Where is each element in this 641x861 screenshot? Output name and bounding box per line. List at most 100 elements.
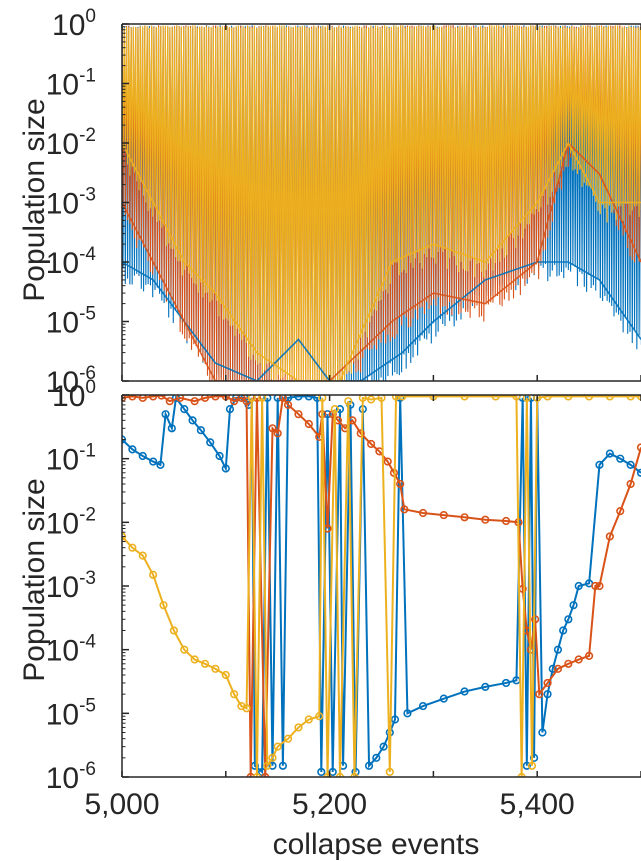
- bottom-point-orange-30: [356, 429, 365, 438]
- bottom-point-blue-62: [574, 581, 583, 591]
- bottom-point-yellow-5: [169, 626, 178, 635]
- bottom-point-blue-3: [149, 457, 158, 466]
- bottom-xtick-label-5400: 5,400: [500, 788, 575, 821]
- bottom-point-yellow-25: [323, 772, 332, 777]
- bottom-point-yellow-2: [138, 551, 147, 560]
- bottom-point-blue-68: [636, 468, 641, 477]
- bottom-point-yellow-45: [564, 395, 573, 401]
- bottom-point-orange-38: [439, 510, 448, 520]
- bottom-point-blue-43: [403, 709, 412, 718]
- top-ytick-label--2: 10-2: [46, 125, 96, 161]
- bottom-point-orange-36: [400, 505, 409, 514]
- bottom-point-blue-30: [323, 410, 332, 419]
- bottom-point-orange-57: [626, 479, 635, 489]
- bottom-point-yellow-48: [626, 395, 635, 401]
- bottom-point-yellow-17: [263, 761, 272, 770]
- bottom-point-blue-53: [529, 753, 539, 762]
- bottom-point-orange-18: [273, 429, 282, 438]
- bottom-point-yellow-44: [543, 395, 552, 401]
- bottom-point-blue-61: [569, 601, 578, 610]
- bottom-point-yellow-15: [252, 772, 262, 777]
- bottom-point-blue-47: [481, 682, 490, 692]
- bottom-point-yellow-3: [149, 570, 158, 579]
- bottom-point-blue-9: [188, 416, 197, 425]
- bottom-point-blue-12: [215, 451, 224, 461]
- bottom-point-yellow-18: [268, 753, 277, 762]
- bottom-point-orange-14: [246, 772, 255, 777]
- bottom-point-orange-48: [543, 678, 552, 688]
- bottom-point-yellow-26: [330, 405, 339, 414]
- bottom-point-blue-51: [522, 761, 531, 770]
- top-ytick-label--4: 10-4: [46, 244, 97, 280]
- bottom-point-yellow-43: [533, 395, 542, 403]
- top-ytick-label--6: 10-6: [46, 363, 96, 399]
- bottom-point-orange-20: [283, 400, 293, 409]
- bottom-point-orange-53: [591, 581, 600, 591]
- bottom-point-blue-2: [138, 451, 147, 461]
- bottom-point-blue-28: [313, 395, 322, 403]
- bottom-point-yellow-29: [350, 772, 359, 777]
- top-ytick-label--1: 10-1: [46, 66, 96, 102]
- bottom-point-blue-59: [559, 626, 568, 635]
- bottom-point-orange-31: [367, 439, 376, 449]
- bottom-point-blue-41: [390, 715, 400, 724]
- bottom-point-blue-46: [460, 687, 469, 696]
- bottom-point-blue-22: [268, 761, 277, 770]
- bottom-point-orange-54: [595, 581, 604, 591]
- bottom-point-orange-19: [278, 395, 287, 403]
- bottom-point-orange-6: [176, 395, 185, 403]
- bottom-ylabel: Population size: [18, 478, 51, 681]
- bottom-ytick-label--1: 10-1: [46, 441, 96, 477]
- bottom-point-orange-39: [460, 513, 469, 522]
- bottom-point-yellow-9: [211, 664, 220, 673]
- bottom-point-yellow-28: [344, 397, 353, 406]
- bottom-point-yellow-7: [190, 655, 199, 664]
- bottom-ytick-label-0: 100: [52, 377, 96, 413]
- bottom-point-yellow-10: [221, 670, 230, 680]
- bottom-point-blue-8: [180, 405, 189, 414]
- bottom-point-orange-21: [294, 410, 303, 419]
- bottom-point-yellow-13: [242, 704, 251, 713]
- bottom-point-blue-66: [616, 454, 625, 463]
- bottom-point-orange-37: [418, 508, 428, 518]
- bottom-point-orange-55: [605, 532, 614, 541]
- top-series-envelope-yellow: [122, 141, 641, 381]
- bottom-ytick-label--2: 10-2: [46, 504, 96, 540]
- bottom-point-blue-60: [564, 615, 573, 624]
- bottom-point-yellow-20: [283, 734, 293, 743]
- bottom-series-line-orange: [122, 395, 641, 777]
- bottom-point-blue-29: [317, 767, 326, 777]
- bottom-point-yellow-1: [128, 543, 137, 552]
- bottom-point-yellow-30: [358, 395, 367, 403]
- bottom-point-orange-58: [636, 443, 641, 452]
- bottom-point-yellow-19: [273, 742, 282, 751]
- bottom-point-orange-41: [501, 516, 511, 526]
- bottom-point-yellow-27: [335, 772, 345, 777]
- bottom-point-yellow-35: [398, 395, 407, 401]
- bottom-point-blue-11: [206, 438, 215, 447]
- bottom-point-yellow-24: [318, 395, 327, 403]
- bottom-point-blue-64: [595, 460, 604, 469]
- bottom-point-yellow-14: [247, 395, 256, 403]
- bottom-point-orange-8: [200, 395, 210, 403]
- bottom-point-yellow-40: [517, 772, 526, 777]
- bottom-series-line-yellow: [122, 395, 641, 777]
- bottom-point-yellow-8: [200, 659, 210, 668]
- bottom-point-orange-51: [574, 655, 583, 664]
- bottom-point-blue-4: [156, 460, 165, 469]
- bottom-point-blue-27: [304, 395, 313, 401]
- bottom-xtick-label-5000: 5,000: [84, 788, 159, 821]
- bottom-point-blue-67: [626, 460, 635, 469]
- bottom-point-blue-32: [335, 405, 345, 414]
- bottom-point-blue-48: [501, 678, 511, 688]
- bottom-xtick-label-5200: 5,200: [292, 788, 367, 821]
- bottom-point-orange-35: [396, 479, 405, 489]
- bottom-point-orange-50: [564, 659, 573, 668]
- bottom-point-orange-5: [165, 397, 174, 406]
- bottom-point-yellow-22: [304, 715, 313, 724]
- bottom-point-blue-57: [548, 664, 557, 673]
- bottom-point-blue-23: [273, 395, 282, 403]
- bottom-point-yellow-37: [460, 395, 469, 401]
- top-ytick-label-0: 100: [52, 6, 96, 42]
- bottom-point-orange-11: [230, 397, 239, 406]
